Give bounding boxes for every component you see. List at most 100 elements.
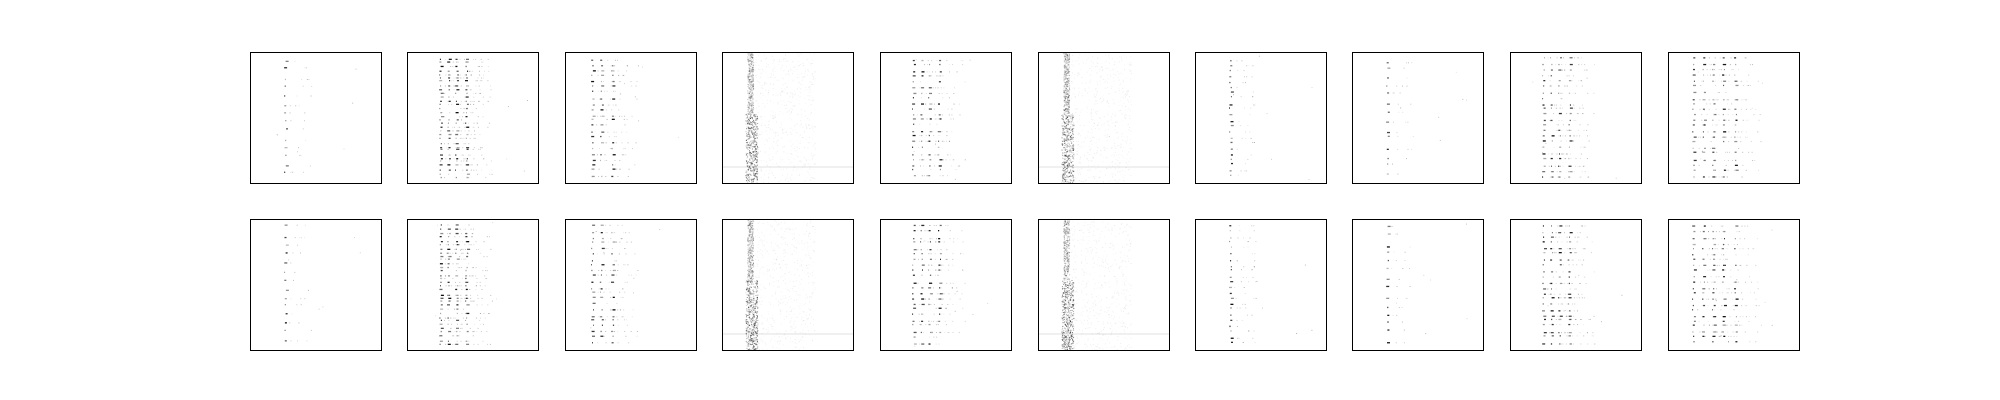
spectral-mark (813, 76, 814, 77)
spectral-mark (1067, 170, 1069, 172)
spectral-mark (1113, 73, 1115, 75)
spectral-mark (465, 232, 468, 235)
spectral-mark (929, 131, 932, 133)
spectral-mark (607, 104, 609, 106)
spectral-mark (1561, 69, 1563, 71)
spectral-mark (765, 72, 766, 73)
spectral-mark (799, 125, 801, 127)
spectral-mark (470, 275, 472, 277)
spectral-mark (592, 98, 595, 100)
spectral-mark (802, 79, 804, 81)
spectral-mark (751, 69, 753, 71)
spectral-mark (754, 165, 756, 167)
spectral-mark (1068, 108, 1070, 110)
spectral-mark (1558, 92, 1560, 94)
spectral-mark (1110, 147, 1112, 149)
spectral-mark (755, 62, 757, 63)
spectral-mark (1063, 110, 1065, 112)
spectral-mark (1703, 91, 1706, 94)
spectral-mark (305, 140, 307, 141)
spectral-mark (1068, 162, 1070, 164)
spectral-mark (754, 114, 756, 116)
spectral-mark (1067, 181, 1069, 183)
spectral-mark (913, 175, 916, 177)
spectral-mark (1124, 116, 1126, 118)
spectral-mark (1063, 173, 1065, 175)
spectral-mark (453, 317, 455, 319)
spectral-mark (1100, 149, 1102, 151)
spectral-mark (796, 171, 797, 172)
spectral-mark (1069, 163, 1070, 165)
spectral-mark (486, 236, 488, 238)
spectral-mark (464, 244, 466, 246)
spectral-mark (1065, 108, 1067, 110)
spectral-mark (1065, 144, 1067, 146)
spectral-mark (1086, 63, 1087, 64)
spectral-mark (757, 147, 759, 148)
spectral-mark (448, 137, 451, 139)
spectral-mark (1077, 72, 1079, 74)
spectral-mark (754, 130, 756, 132)
spectral-mark (1091, 121, 1092, 122)
spectral-mark (1063, 175, 1065, 177)
spectral-mark (756, 132, 758, 134)
spectral-mark (752, 54, 754, 56)
spectral-mark (941, 93, 943, 94)
spectral-mark (463, 137, 465, 139)
spectral-mark (746, 172, 748, 174)
spectral-mark (444, 116, 445, 118)
spectral-mark (751, 162, 753, 164)
spectral-mark (752, 74, 754, 76)
spectral-mark (755, 322, 757, 323)
spectral-mark (749, 65, 751, 67)
spectral-mark (624, 83, 625, 85)
spectral-mark (780, 161, 782, 163)
spectral-mark (1399, 92, 1401, 94)
spectral-mark (1063, 100, 1065, 102)
spectral-mark (814, 143, 815, 145)
spectral-mark (591, 281, 594, 283)
spectral-mark (751, 71, 753, 72)
spectral-mark (1722, 108, 1726, 110)
spectral-mark (1698, 136, 1700, 138)
spectral-mark (1734, 108, 1737, 110)
spectral-mark (749, 75, 751, 77)
spectral-mark (1734, 169, 1736, 171)
spectral-mark (448, 154, 450, 156)
spectral-mark (1550, 104, 1553, 106)
spectral-mark (1068, 165, 1070, 167)
spectral-mark (470, 300, 471, 302)
spectral-mark (1066, 70, 1067, 72)
spectral-mark (747, 101, 749, 103)
spectral-mark (1069, 182, 1071, 183)
spectral-mark (763, 182, 765, 183)
spectral-mark (1090, 147, 1092, 149)
spectral-mark (780, 137, 782, 139)
spectral-mark (1586, 158, 1588, 160)
spectral-mark (751, 71, 753, 73)
spectral-mark (936, 60, 938, 62)
spectral-mark (1097, 165, 1098, 166)
spectral-mark (597, 274, 599, 276)
spectral-mark (1073, 65, 1075, 67)
spectral-mark (1068, 80, 1070, 82)
spectral-mark (628, 232, 630, 234)
spectral-mark (473, 103, 474, 105)
spectral-mark (1062, 157, 1064, 159)
spectral-mark (447, 256, 449, 258)
spectral-mark (1722, 113, 1724, 116)
spectral-mark (1073, 87, 1075, 89)
spectral-mark (774, 135, 776, 137)
spectral-mark (456, 160, 458, 162)
spectral-mark (466, 340, 468, 342)
spectral-mark (751, 80, 753, 82)
spectral-mark (479, 70, 480, 72)
spectral-mark (1062, 173, 1064, 175)
spectral-mark (1064, 121, 1066, 123)
spectral-mark (1063, 95, 1065, 97)
spectral-mark (751, 179, 753, 180)
spectral-mark (460, 85, 462, 87)
spectral-mark (1711, 64, 1713, 66)
spectral-mark (463, 108, 465, 110)
spectral-mark (1064, 126, 1066, 128)
